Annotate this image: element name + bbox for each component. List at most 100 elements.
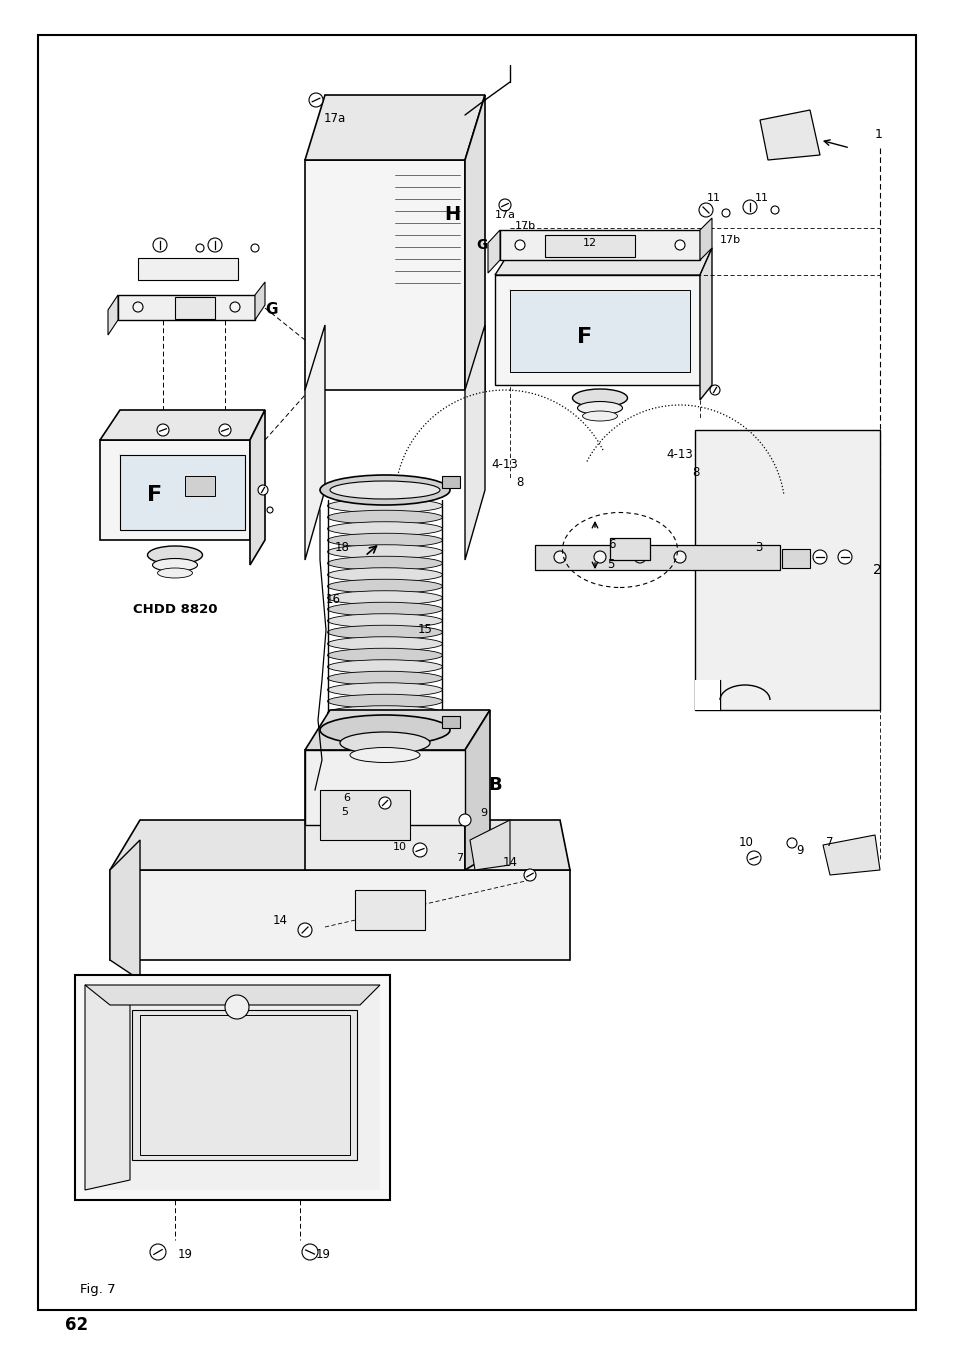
Circle shape (709, 385, 720, 395)
Text: 8: 8 (692, 466, 699, 480)
Circle shape (523, 869, 536, 882)
Polygon shape (760, 110, 820, 160)
Circle shape (152, 238, 167, 251)
Polygon shape (110, 869, 569, 960)
Polygon shape (110, 840, 140, 980)
Text: G: G (265, 303, 277, 318)
Ellipse shape (319, 715, 450, 745)
Ellipse shape (327, 694, 442, 708)
Polygon shape (470, 821, 510, 869)
Bar (174, 297, 214, 319)
Ellipse shape (327, 648, 442, 662)
Polygon shape (700, 247, 711, 400)
Text: 14: 14 (502, 856, 517, 868)
Text: 9: 9 (796, 844, 803, 857)
Text: 10: 10 (738, 837, 753, 849)
Polygon shape (120, 456, 245, 530)
Text: 5: 5 (606, 558, 614, 572)
Text: 14: 14 (273, 914, 287, 926)
Ellipse shape (327, 556, 442, 571)
Circle shape (132, 301, 143, 312)
Text: 6: 6 (607, 538, 615, 552)
Text: 17a: 17a (494, 210, 515, 220)
Polygon shape (118, 295, 254, 320)
Ellipse shape (330, 481, 439, 499)
Ellipse shape (582, 411, 617, 420)
Polygon shape (700, 218, 711, 260)
Text: 3: 3 (754, 542, 761, 554)
Text: Fig. 7: Fig. 7 (80, 1283, 115, 1297)
Circle shape (302, 1244, 317, 1260)
Circle shape (150, 1244, 166, 1260)
Circle shape (225, 995, 249, 1019)
Text: 17a: 17a (323, 111, 346, 124)
Ellipse shape (148, 546, 202, 564)
Polygon shape (305, 750, 464, 869)
Text: 4-13: 4-13 (491, 458, 517, 472)
Circle shape (297, 923, 312, 937)
Ellipse shape (350, 748, 419, 763)
Ellipse shape (327, 533, 442, 548)
Polygon shape (464, 95, 484, 389)
Polygon shape (110, 821, 569, 869)
Polygon shape (495, 274, 700, 385)
Text: CHDD 8820: CHDD 8820 (132, 603, 217, 617)
Polygon shape (100, 410, 265, 439)
Polygon shape (464, 324, 484, 560)
Polygon shape (695, 680, 720, 710)
Bar (185, 476, 214, 496)
Ellipse shape (157, 568, 193, 579)
Text: 10: 10 (393, 842, 407, 852)
Ellipse shape (319, 475, 450, 506)
Polygon shape (781, 549, 809, 568)
Text: H: H (443, 206, 459, 224)
Text: 16: 16 (326, 594, 340, 607)
Text: 12: 12 (582, 238, 597, 247)
Ellipse shape (327, 683, 442, 696)
Circle shape (208, 238, 222, 251)
Polygon shape (108, 295, 118, 335)
Ellipse shape (327, 602, 442, 617)
Circle shape (458, 814, 471, 826)
Text: 8: 8 (516, 476, 523, 489)
Polygon shape (495, 247, 711, 274)
Polygon shape (305, 324, 325, 560)
Text: B: B (488, 776, 501, 794)
Text: 15: 15 (417, 623, 433, 637)
Circle shape (413, 844, 427, 857)
Circle shape (699, 203, 712, 218)
Ellipse shape (327, 579, 442, 594)
Circle shape (267, 507, 273, 512)
Text: G: G (476, 238, 488, 251)
Polygon shape (499, 230, 700, 260)
Circle shape (675, 241, 684, 250)
Ellipse shape (327, 499, 442, 512)
Ellipse shape (327, 671, 442, 685)
Circle shape (515, 241, 524, 250)
Circle shape (742, 200, 757, 214)
Circle shape (786, 838, 796, 848)
Text: 5: 5 (340, 807, 348, 817)
Text: 17b: 17b (514, 220, 535, 231)
Polygon shape (100, 439, 250, 539)
Ellipse shape (572, 389, 627, 407)
Circle shape (721, 210, 729, 218)
Text: 6: 6 (343, 794, 350, 803)
Polygon shape (85, 986, 379, 1005)
Text: 9: 9 (479, 808, 487, 818)
Polygon shape (488, 230, 499, 273)
Circle shape (634, 552, 645, 562)
Polygon shape (510, 289, 689, 372)
Ellipse shape (327, 706, 442, 719)
Polygon shape (464, 710, 490, 869)
Polygon shape (250, 410, 265, 565)
Bar (305, 750, 464, 825)
Text: F: F (577, 327, 592, 347)
Bar (441, 717, 459, 727)
Circle shape (251, 243, 258, 251)
Polygon shape (305, 95, 484, 160)
Polygon shape (85, 986, 379, 1190)
Circle shape (378, 796, 391, 808)
Ellipse shape (327, 660, 442, 673)
Polygon shape (535, 545, 780, 571)
